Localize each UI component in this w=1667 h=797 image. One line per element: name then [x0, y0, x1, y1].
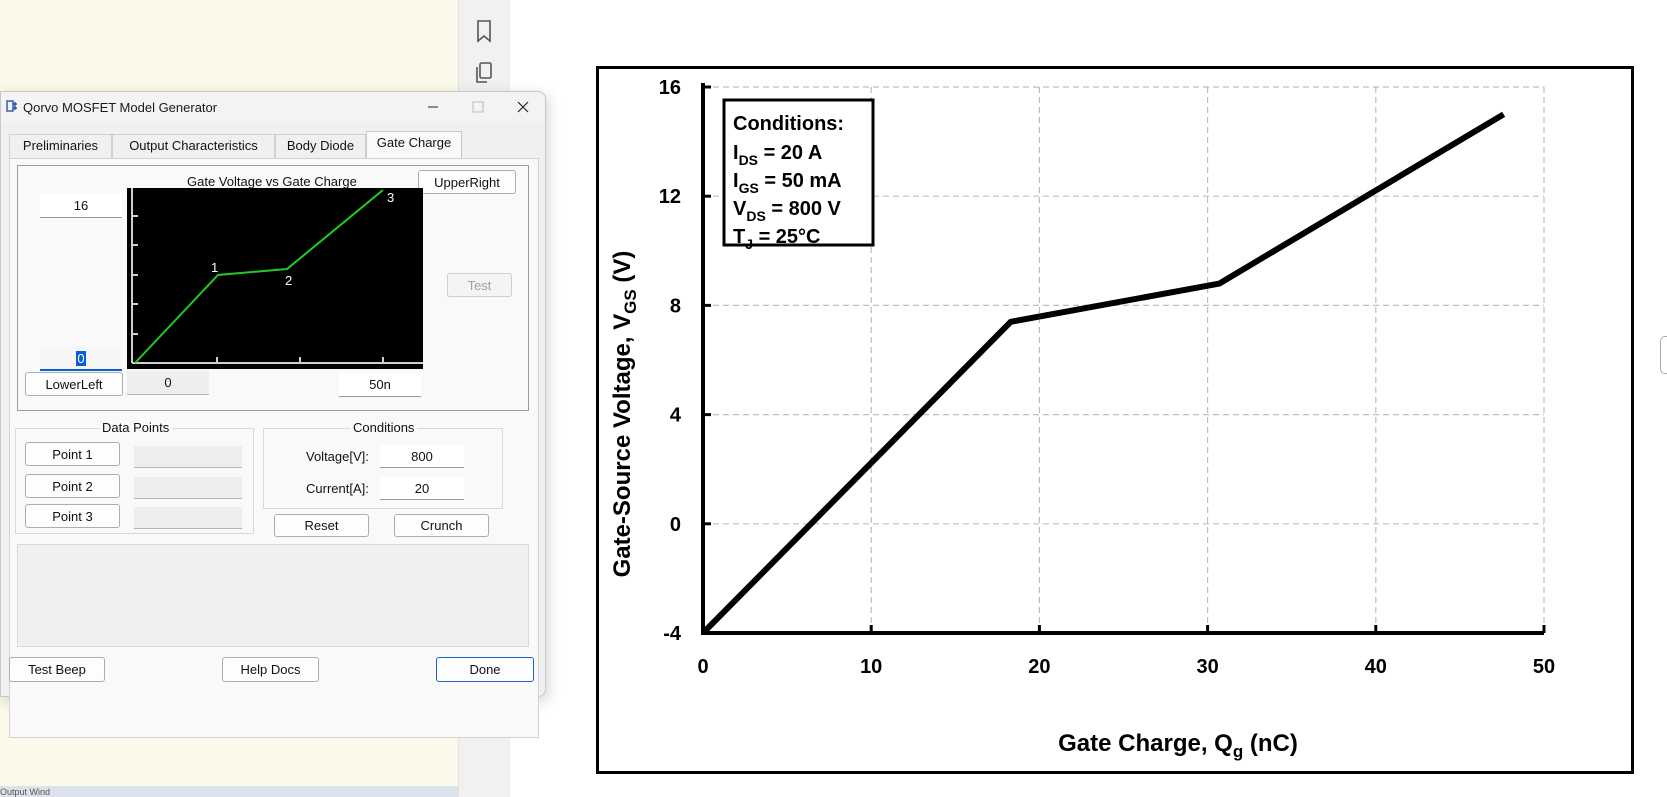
x-tick-label: 50	[1533, 656, 1555, 678]
x-tick-label: 0	[697, 656, 708, 678]
dialog-title: Qorvo MOSFET Model Generator	[23, 100, 218, 115]
x-min-field[interactable]: 0	[127, 371, 209, 395]
y-tick-label: -4	[663, 623, 682, 645]
y-tick-label: 0	[670, 514, 681, 536]
point-3-button[interactable]: Point 3	[25, 504, 120, 528]
y-tick-label: 12	[659, 186, 681, 208]
y-min-field[interactable]: 0	[40, 347, 122, 371]
mini-point-1-label: 1	[211, 260, 218, 275]
gate-charge-chart: 0 10 20 30 40 50 -4 0 4 8 12 16 Conditions: IDS = 2…	[609, 77, 1555, 761]
right-edge-handle[interactable]	[1660, 336, 1667, 374]
tab-body-diode[interactable]: Body Diode	[275, 134, 366, 158]
x-max-field[interactable]: 50n	[339, 373, 421, 397]
crunch-button[interactable]: Crunch	[394, 514, 489, 537]
data-points-title: Data Points	[99, 420, 173, 435]
point-1-value[interactable]	[134, 446, 242, 468]
x-tick-label: 40	[1365, 656, 1387, 678]
help-docs-button[interactable]: Help Docs	[222, 657, 319, 682]
voltage-label: Voltage[V]:	[306, 449, 369, 464]
mini-chart-curve	[134, 189, 384, 364]
y-max-field[interactable]: 16	[40, 194, 122, 218]
tab-preliminaries[interactable]: Preliminaries	[9, 134, 112, 158]
point-2-value[interactable]	[134, 477, 242, 499]
mini-point-3-label: 3	[387, 190, 394, 205]
background-status-bar: Output Wind	[0, 786, 458, 797]
annotation-igs: IGS = 50 mA	[733, 170, 842, 196]
mini-chart-group	[17, 165, 529, 411]
mini-chart-title: Gate Voltage vs Gate Charge	[187, 174, 357, 189]
voltage-input[interactable]: 800	[380, 445, 464, 468]
reset-button[interactable]: Reset	[274, 514, 369, 537]
y-tick-label: 16	[659, 77, 681, 99]
y-tick-label: 8	[670, 295, 681, 317]
current-label: Current[A]:	[306, 481, 369, 496]
gate-charge-panel: Gate Voltage vs Gate Charge UpperRight 1…	[9, 158, 539, 738]
close-icon[interactable]	[501, 95, 545, 119]
title-bar[interactable]: Qorvo MOSFET Model Generator	[1, 92, 545, 122]
x-tick-label: 20	[1028, 656, 1050, 678]
annotation-vds: VDS = 800 V	[733, 198, 842, 224]
annotation-tj: TJ = 25°C	[733, 226, 821, 252]
maximize-icon[interactable]	[456, 95, 500, 119]
test-beep-button[interactable]: Test Beep	[9, 657, 105, 682]
x-tick-label: 30	[1196, 656, 1218, 678]
lower-left-button[interactable]: LowerLeft	[25, 372, 123, 396]
mini-chart-canvas: 1 2 3	[127, 188, 423, 369]
annotation-ids: IDS = 20 A	[733, 142, 822, 168]
gate-charge-chart-frame: 0 10 20 30 40 50 -4 0 4 8 12 16 Conditions: IDS = 2…	[596, 66, 1634, 774]
x-tick-label: 10	[860, 656, 882, 678]
x-axis-title: Gate Charge, Qg (nC)	[1058, 730, 1298, 761]
minimize-icon[interactable]	[411, 95, 455, 119]
mini-point-2-label: 2	[285, 273, 292, 288]
annotation-box	[722, 98, 875, 247]
background-status-text: Output Wind	[0, 787, 51, 797]
y-tick-label: 4	[670, 405, 682, 427]
message-area	[17, 544, 529, 647]
vgs-vs-qg-series	[700, 111, 1506, 636]
conditions-title: Conditions	[350, 420, 418, 435]
point-2-button[interactable]: Point 2	[25, 474, 120, 498]
upper-right-button[interactable]: UpperRight	[418, 170, 516, 194]
tab-gate-charge[interactable]: Gate Charge	[366, 131, 462, 158]
point-3-value[interactable]	[134, 507, 242, 529]
app-icon	[6, 100, 17, 112]
pages-icon[interactable]	[473, 60, 495, 86]
test-button[interactable]: Test	[447, 273, 512, 297]
bookmark-icon[interactable]	[473, 18, 495, 44]
y-axis-title: Gate-Source Voltage, VGS (V)	[609, 251, 640, 578]
mini-chart-background	[127, 188, 423, 369]
chart-tick-labels: 0 10 20 30 40 50 -4 0 4 8 12 16	[659, 77, 1555, 678]
tab-output-characteristics[interactable]: Output Characteristics	[112, 134, 275, 158]
y-min-field-value: 0	[76, 351, 86, 366]
done-button[interactable]: Done	[436, 657, 534, 682]
conditions-annotation: Conditions: IDS = 20 A IGS = 50 mA VDS =…	[722, 98, 875, 252]
point-1-button[interactable]: Point 1	[25, 442, 120, 466]
annotation-heading: Conditions:	[733, 113, 844, 135]
current-input[interactable]: 20	[380, 477, 464, 500]
mosfet-model-generator-dialog: Qorvo MOSFET Model Generator Preliminari…	[0, 91, 546, 738]
